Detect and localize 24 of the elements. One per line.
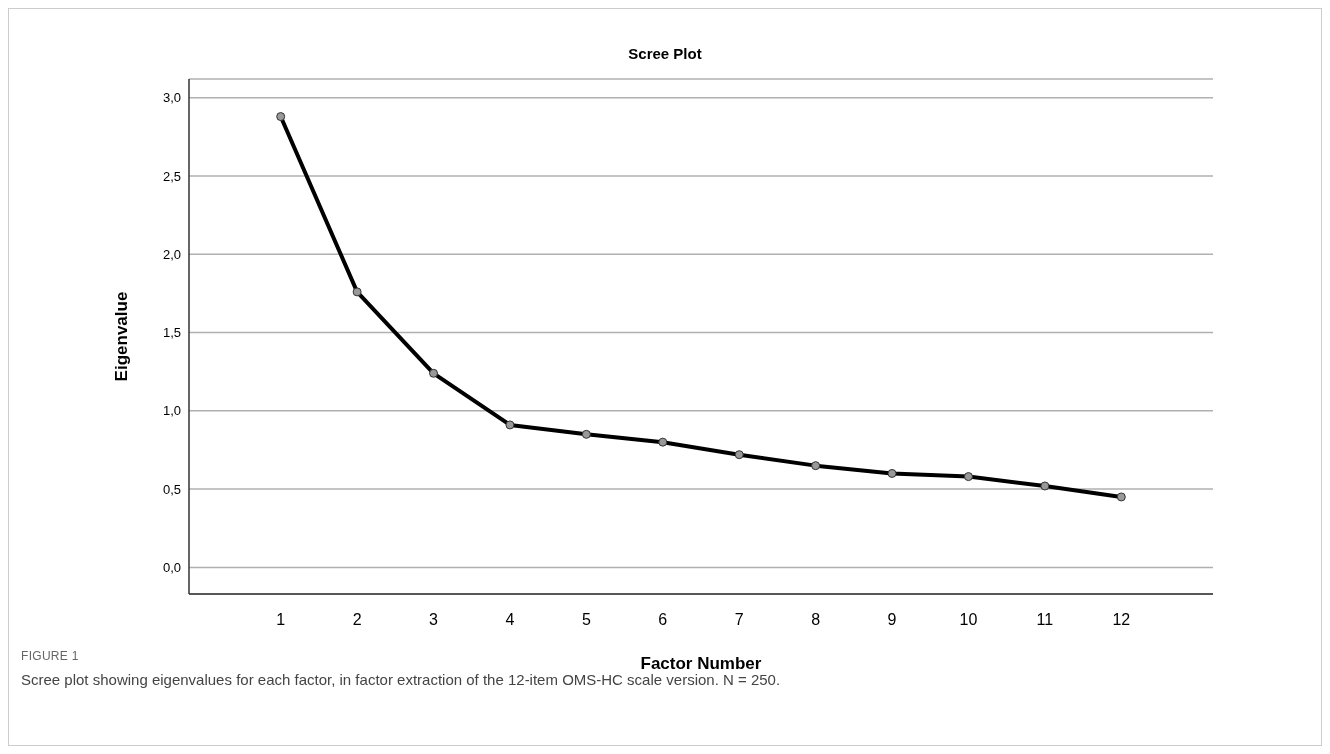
y-tick-label: 3,0 bbox=[162, 90, 181, 106]
x-tick-label: 8 bbox=[811, 611, 821, 629]
x-tick-label: 1 bbox=[276, 611, 286, 629]
y-tick-label: 0,0 bbox=[162, 560, 181, 575]
x-tick-label: 9 bbox=[887, 611, 897, 629]
y-tick-label: 2,0 bbox=[162, 246, 181, 262]
x-axis-title: Factor Number bbox=[640, 654, 762, 673]
x-tick-label: 11 bbox=[1036, 611, 1054, 629]
y-tick-label: 1,5 bbox=[162, 325, 181, 341]
x-tick-label: 12 bbox=[1112, 611, 1131, 629]
x-tick-label: 6 bbox=[658, 611, 668, 629]
x-tick-label: 4 bbox=[505, 611, 515, 629]
text: Scree plot showing eigenvalues for each factor, in factor extraction of the 12-item OMS-HC scale version. N = 250. bbox=[21, 671, 781, 688]
caption: FIGURE 1 bbox=[21, 649, 79, 663]
y-tick-label: 0,5 bbox=[162, 481, 181, 497]
x-tick-label: 2 bbox=[352, 611, 362, 629]
x-tick-label: 10 bbox=[959, 611, 978, 629]
x-tick-label: 7 bbox=[734, 611, 744, 629]
chart-title: Scree Plot bbox=[627, 45, 703, 62]
x-tick-label: 5 bbox=[581, 611, 591, 629]
y-tick-label: 2,5 bbox=[162, 168, 181, 184]
y-axis-title: Eigenvalue bbox=[112, 291, 132, 382]
y-tick-label: 1,0 bbox=[162, 403, 181, 419]
x-tick-label: 3 bbox=[429, 611, 439, 629]
